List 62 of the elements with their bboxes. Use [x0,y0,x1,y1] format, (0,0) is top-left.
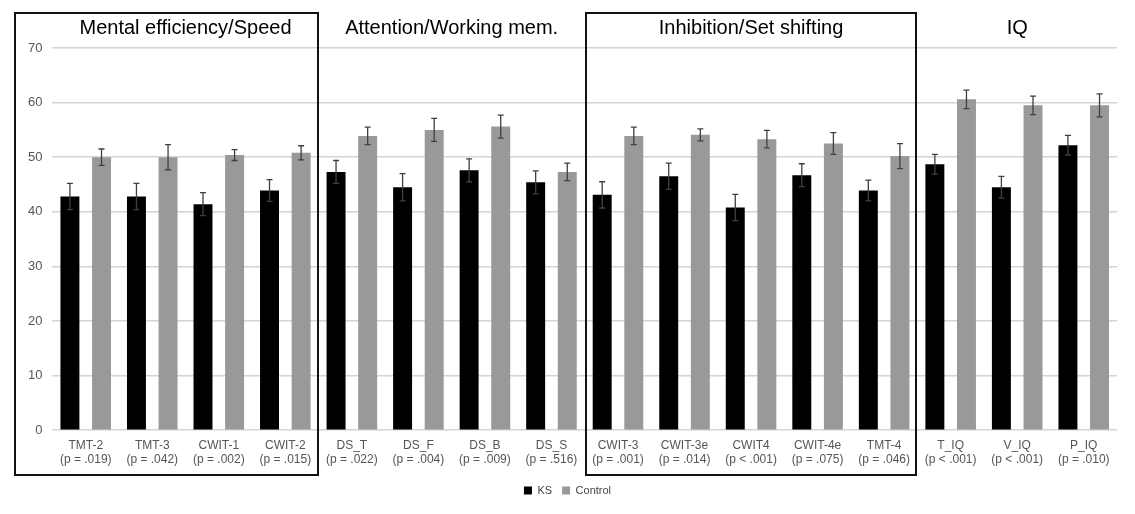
x-tick-label: TMT-2 (p = .019) [59,437,112,467]
x-tick-label: CWIT4 (p < .001) [725,437,777,467]
bar [92,157,112,430]
text: Attention/Working mem. [344,16,560,39]
bar [459,170,479,430]
x-tick-label: DS_F (p = .004) [392,437,445,467]
bar [956,99,976,430]
bar [358,135,378,430]
legend-label: KS [537,483,553,496]
x-tick-label: CWIT-3e (p = .014) [658,437,711,467]
bar [126,196,146,430]
bar [659,176,679,430]
text: IQ [1005,16,1029,39]
x-tick-label: CWIT-4e (p = .075) [791,437,844,467]
text: Mental efficiency/Speed [78,16,293,39]
x-tick-label: DS_S (p = .516) [525,437,578,467]
x-tick-label: CWIT-1 (p = .002) [192,437,245,467]
x-tick-label: T_IQ (p < .001) [924,437,977,467]
bar [757,139,777,430]
x-tick-label: DS_T (p = .022) [326,437,378,467]
y-tick-label: 60 [27,94,43,110]
y-tick-label: 30 [27,257,43,273]
y-tick-label: 40 [27,203,43,219]
bar [260,190,280,430]
bar [193,204,213,430]
bar [393,187,413,430]
x-tick-label: DS_B (p = .009) [459,437,511,467]
bar [1090,105,1110,430]
bar [725,207,745,430]
x-tick-label: CWIT-2 (p = .015) [259,437,312,467]
y-tick-label: 50 [27,148,43,164]
bar [792,175,812,430]
bar [592,194,612,430]
bar [225,155,245,430]
y-tick-label: 70 [27,39,43,55]
bar [491,126,511,430]
bar [991,187,1011,430]
legend-label: Control [575,483,612,496]
bar [925,164,945,430]
bar [158,157,178,430]
bar [326,171,346,430]
y-tick-label: 20 [27,312,43,328]
x-tick-label: V_IQ (p < .001) [991,437,1044,467]
x-tick-label: TMT-4 (p = .046) [858,437,910,467]
bar [1023,105,1043,430]
bar [60,196,80,430]
y-tick-label: 0 [35,421,43,437]
bar [1058,145,1078,430]
x-tick-label: TMT-3 (p = .042) [126,437,179,467]
bar [557,171,577,430]
bar [424,129,444,430]
bar [823,143,843,430]
bar [624,135,644,430]
bar [526,182,546,430]
x-tick-label: P_IQ (p = .010) [1057,437,1110,467]
x-tick-label: CWIT-3 (p = .001) [592,437,644,467]
bar [890,156,910,430]
text: Inhibition/Set shifting [657,16,845,39]
y-tick-label: 10 [27,367,43,383]
bar [858,190,878,430]
bar [291,152,311,430]
bar [690,134,710,430]
